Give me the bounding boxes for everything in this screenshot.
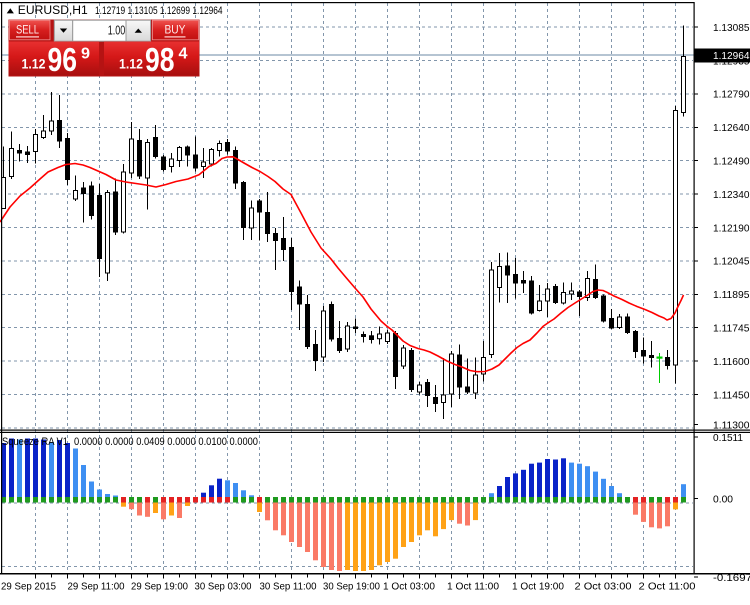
svg-text:0.00: 0.00 [713, 493, 733, 505]
svg-text:1.12: 1.12 [22, 57, 46, 72]
svg-text:1 Oct 03:00: 1 Oct 03:00 [383, 580, 435, 592]
svg-text:0.1511: 0.1511 [713, 432, 743, 444]
svg-text:1.12640: 1.12640 [713, 122, 750, 134]
svg-text:29 Sep 2015: 29 Sep 2015 [1, 580, 56, 592]
svg-text:29 Sep 11:00: 29 Sep 11:00 [68, 580, 125, 592]
svg-text:1.11450: 1.11450 [713, 389, 750, 401]
svg-text:BUY: BUY [165, 23, 186, 37]
svg-text:1.12: 1.12 [119, 57, 143, 72]
svg-text:98: 98 [145, 41, 175, 78]
svg-text:EURUSD,H1: EURUSD,H1 [18, 5, 88, 17]
svg-text:1 Oct 19:00: 1 Oct 19:00 [512, 580, 564, 592]
svg-text:4: 4 [179, 46, 188, 63]
svg-text:1 Oct 11:00: 1 Oct 11:00 [447, 580, 499, 592]
svg-text:Squeeze RA V1: Squeeze RA V1 [2, 436, 68, 448]
svg-text:SELL: SELL [16, 23, 39, 37]
svg-text:1.11600: 1.11600 [713, 356, 750, 368]
svg-text:1.11745: 1.11745 [713, 323, 750, 335]
svg-text:1.12790: 1.12790 [713, 89, 750, 101]
svg-text:1.12045: 1.12045 [713, 256, 750, 268]
svg-text:1.00: 1.00 [108, 23, 126, 37]
svg-text:2 Oct 11:00: 2 Oct 11:00 [639, 580, 696, 592]
svg-text:1.13085: 1.13085 [713, 22, 750, 34]
svg-text:1.11895: 1.11895 [713, 289, 750, 301]
svg-text:29 Sep 19:00: 29 Sep 19:00 [131, 580, 188, 592]
svg-text:2 Oct 03:00: 2 Oct 03:00 [575, 580, 632, 592]
svg-text:1.12190: 1.12190 [713, 222, 750, 234]
svg-text:9: 9 [81, 46, 90, 63]
svg-text:30 Sep 19:00: 30 Sep 19:00 [323, 580, 380, 592]
svg-text:30 Sep 03:00: 30 Sep 03:00 [195, 580, 252, 592]
svg-text:0.0000 0.0000 0.0409 0.0000 0.: 0.0000 0.0000 0.0409 0.0000 0.0100 0.000… [74, 436, 258, 448]
svg-text:1.12490: 1.12490 [713, 156, 750, 168]
svg-text:1.12719 1.13105 1.12699 1.1296: 1.12719 1.13105 1.12699 1.12964 [95, 5, 223, 17]
svg-text:96: 96 [48, 41, 78, 78]
svg-text:1.12340: 1.12340 [713, 189, 750, 201]
svg-text:1.12964: 1.12964 [713, 50, 750, 62]
svg-text:30 Sep 11:00: 30 Sep 11:00 [260, 580, 317, 592]
svg-text:1.11300: 1.11300 [713, 419, 750, 431]
svg-text:-0.1697: -0.1697 [713, 572, 750, 584]
